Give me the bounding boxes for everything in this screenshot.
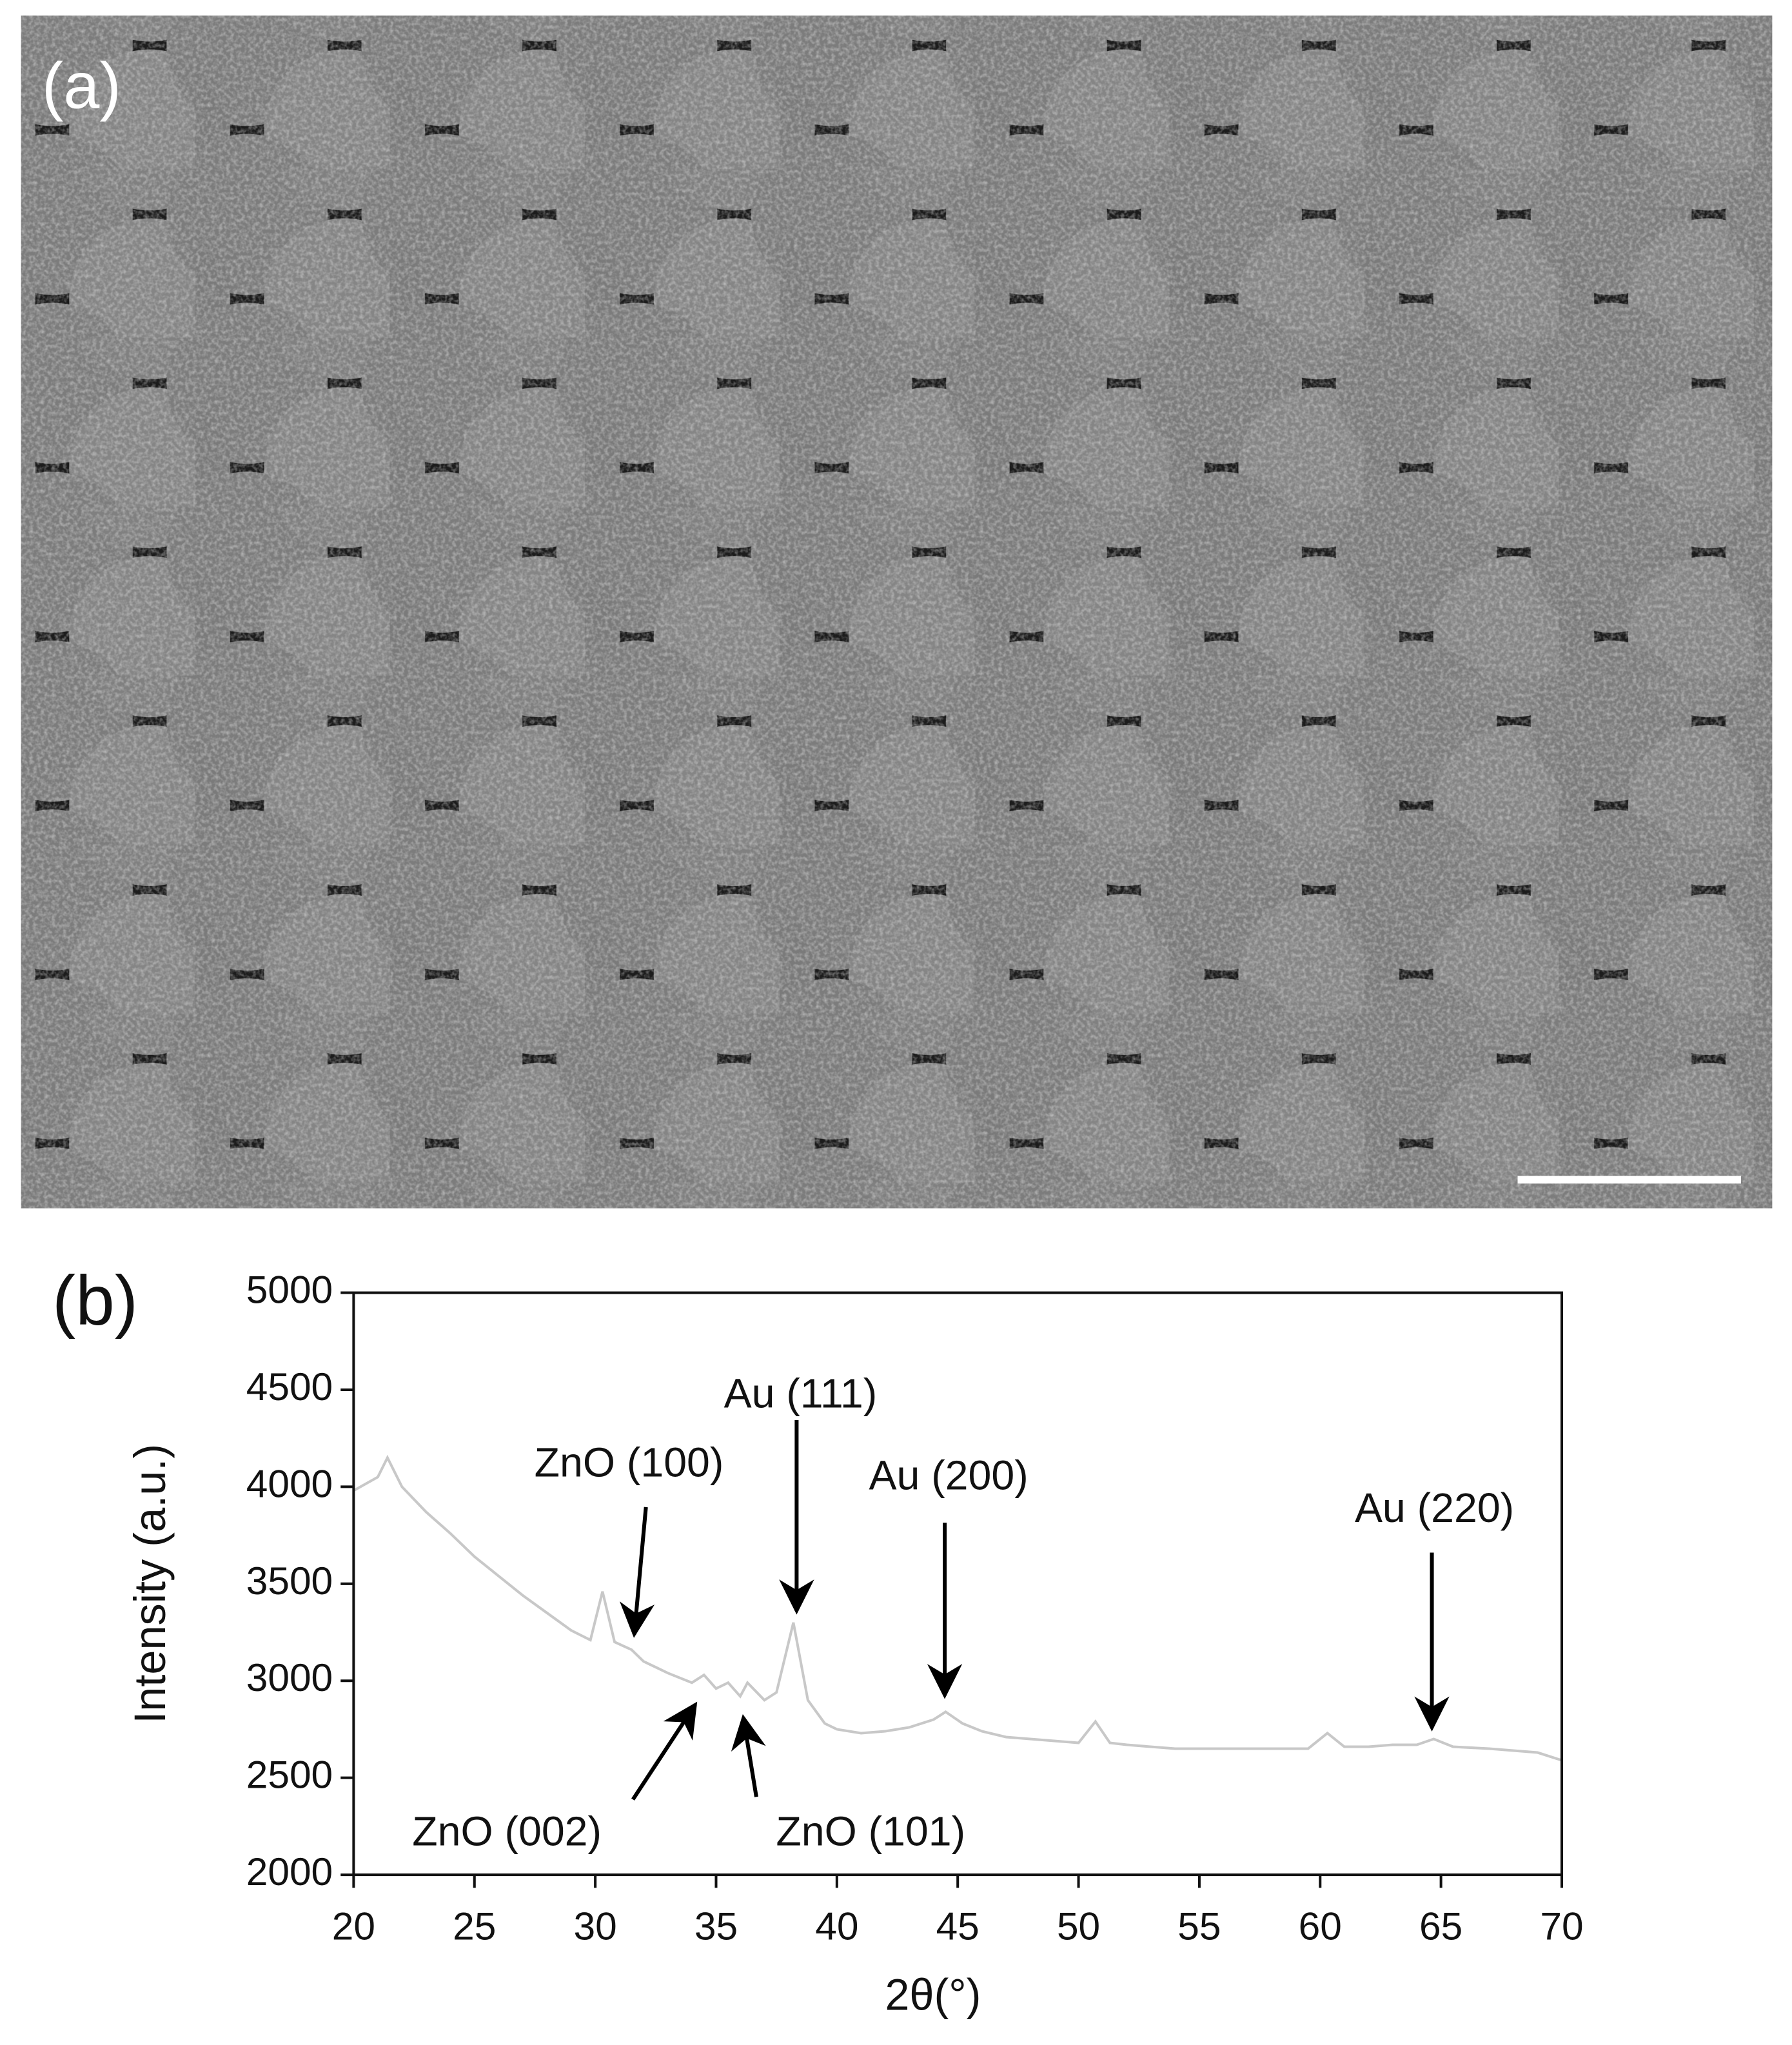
x-tick-label: 65 xyxy=(1419,1904,1462,1948)
y-tick-label: 5000 xyxy=(246,1268,333,1312)
panel-label: (a) xyxy=(42,50,121,123)
annotation: Au (111) xyxy=(724,1370,878,1417)
x-tick-label: 50 xyxy=(1057,1904,1100,1948)
y-tick-label: 3000 xyxy=(246,1655,333,1699)
annotation: ZnO (101) xyxy=(776,1808,965,1855)
x-tick-label: 55 xyxy=(1177,1904,1221,1948)
y-tick-label: 2500 xyxy=(246,1753,333,1797)
plot-frame xyxy=(352,1291,1564,1877)
x-tick-label: 35 xyxy=(694,1904,738,1948)
x-tick-label: 25 xyxy=(453,1904,496,1948)
annotation: Au (200) xyxy=(869,1452,1028,1499)
x-tick-label: 20 xyxy=(332,1904,375,1948)
annotation-arrow xyxy=(631,1701,698,1801)
panel-label: (b) xyxy=(52,1261,138,1339)
annotation: ZnO (100) xyxy=(535,1439,724,1486)
sem-texture xyxy=(21,15,1773,1209)
x-tick-label: 70 xyxy=(1540,1904,1583,1948)
y-tick-label: 4500 xyxy=(246,1365,333,1408)
xrd-line xyxy=(353,1454,1562,1762)
x-tick-label: 60 xyxy=(1299,1904,1342,1948)
annotation: Au (220) xyxy=(1355,1485,1514,1531)
y-tick-label: 3500 xyxy=(246,1559,333,1603)
y-tick-label: 2000 xyxy=(246,1850,333,1893)
y-tick-label: 4000 xyxy=(246,1461,333,1505)
x-axis-label: 2θ(°) xyxy=(885,1970,981,2020)
x-tick-label: 30 xyxy=(574,1904,617,1948)
x-tick-label: 40 xyxy=(815,1904,858,1948)
y-axis-label: Intensity (a.u.) xyxy=(125,1444,175,1724)
sem-panel: (a) xyxy=(21,15,1773,1209)
x-tick-label: 45 xyxy=(936,1904,980,1948)
annotation-arrow xyxy=(731,1714,766,1797)
annotation-arrow xyxy=(619,1507,655,1638)
annotation: ZnO (002) xyxy=(412,1808,602,1855)
